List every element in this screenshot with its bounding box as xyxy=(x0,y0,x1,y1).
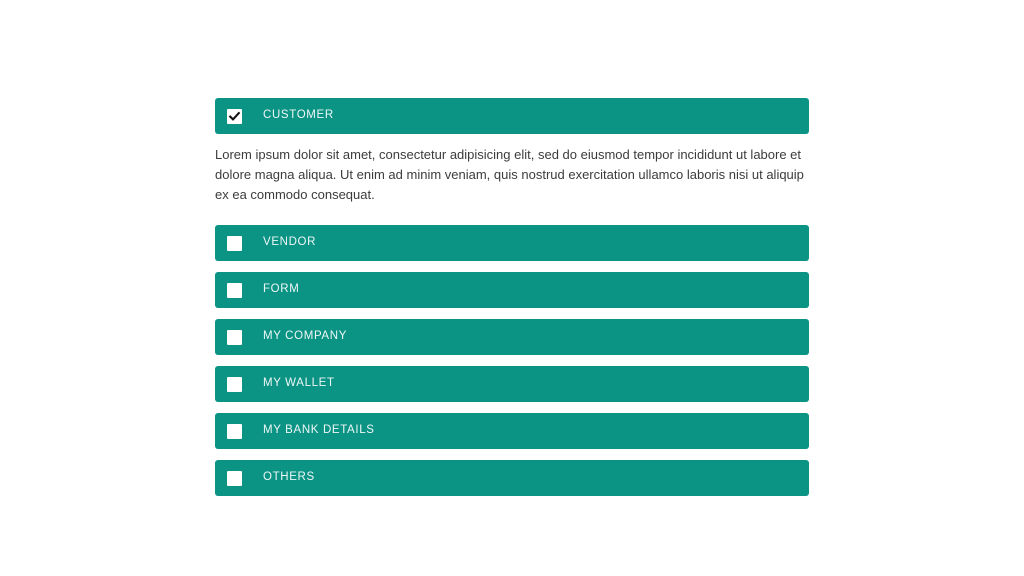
checkbox-empty-icon[interactable] xyxy=(227,423,242,439)
accordion-item-others: OTHERS xyxy=(215,460,809,496)
accordion-label-customer: CUSTOMER xyxy=(263,109,334,122)
accordion-label-my-wallet: MY WALLET xyxy=(263,377,335,390)
checkbox-empty-icon[interactable] xyxy=(227,470,242,486)
accordion-header-form[interactable]: FORM xyxy=(215,272,809,308)
accordion-label-others: OTHERS xyxy=(263,471,315,484)
accordion-item-my-bank-details: MY BANK DETAILS xyxy=(215,413,809,449)
accordion-label-my-bank-details: MY BANK DETAILS xyxy=(263,424,375,437)
accordion-item-customer: CUSTOMER Lorem ipsum dolor sit amet, con… xyxy=(215,98,809,214)
accordion-label-form: FORM xyxy=(263,283,300,296)
checkbox-empty-icon[interactable] xyxy=(227,235,242,251)
accordion-header-others[interactable]: OTHERS xyxy=(215,460,809,496)
accordion-panel: CUSTOMER Lorem ipsum dolor sit amet, con… xyxy=(215,98,809,496)
accordion-label-vendor: VENDOR xyxy=(263,236,317,249)
accordion-label-my-company: MY COMPANY xyxy=(263,330,348,343)
accordion-header-my-wallet[interactable]: MY WALLET xyxy=(215,366,809,402)
checkbox-empty-icon[interactable] xyxy=(227,329,242,345)
accordion-item-vendor: VENDOR xyxy=(215,225,809,261)
accordion-item-my-company: MY COMPANY xyxy=(215,319,809,355)
accordion-header-my-company[interactable]: MY COMPANY xyxy=(215,319,809,355)
checkmark-icon[interactable] xyxy=(227,108,242,124)
accordion-header-customer[interactable]: CUSTOMER xyxy=(215,98,809,134)
accordion-item-my-wallet: MY WALLET xyxy=(215,366,809,402)
accordion-body-customer: Lorem ipsum dolor sit amet, consectetur … xyxy=(215,147,804,202)
accordion-header-vendor[interactable]: VENDOR xyxy=(215,225,809,261)
checkbox-empty-icon[interactable] xyxy=(227,376,242,392)
accordion-item-form: FORM xyxy=(215,272,809,308)
checkbox-empty-icon[interactable] xyxy=(227,282,242,298)
accordion-header-my-bank-details[interactable]: MY BANK DETAILS xyxy=(215,413,809,449)
